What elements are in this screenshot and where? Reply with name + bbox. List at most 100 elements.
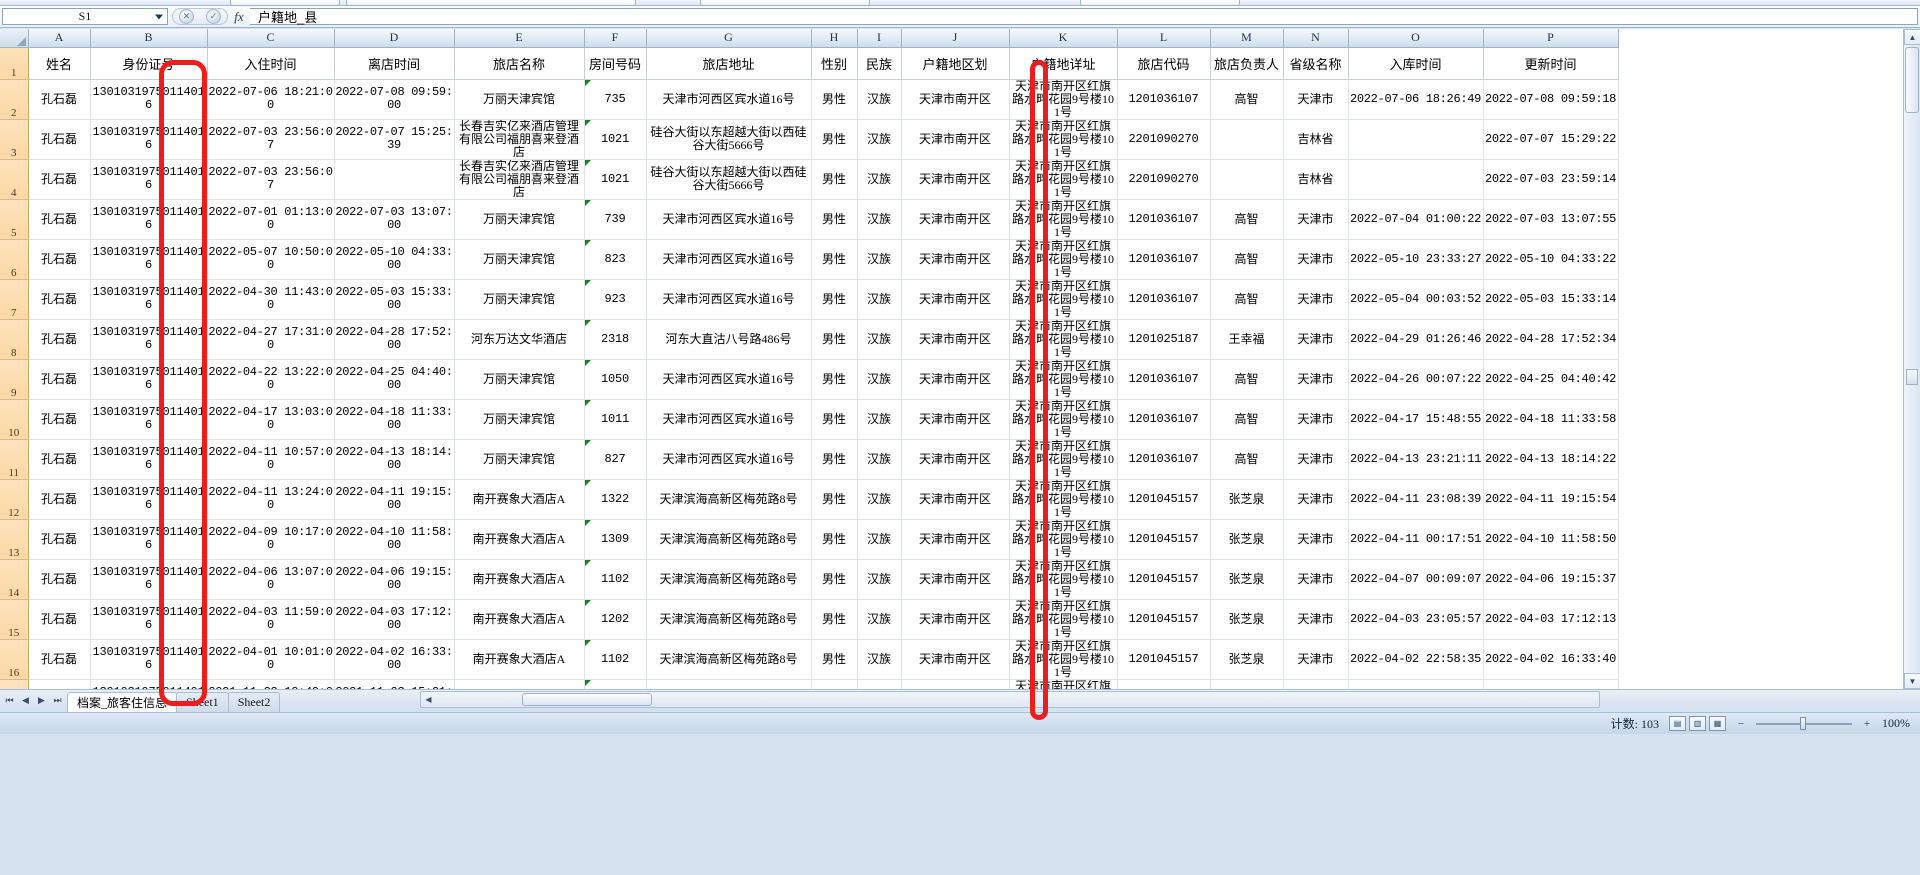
- column-header-J[interactable]: J: [901, 29, 1010, 48]
- cell-G4[interactable]: 硅谷大街以东超越大街以西硅谷大街5666号: [646, 159, 812, 200]
- cell-K15[interactable]: 天津市南开区红旗路水畔花园9号楼101号: [1009, 599, 1118, 640]
- table-row[interactable]: 12 孔石磊 13010319750114016 2022-04-11 13:24:0…: [0, 479, 1619, 520]
- cell-J2[interactable]: 天津市南开区: [901, 79, 1010, 120]
- cell-B6[interactable]: 13010319750114016: [90, 239, 208, 280]
- cell-J7[interactable]: 天津市南开区: [901, 279, 1010, 320]
- cell-H2[interactable]: 男性: [811, 79, 858, 120]
- cell-B12[interactable]: 13010319750114016: [90, 479, 208, 520]
- column-header-L[interactable]: L: [1117, 29, 1211, 48]
- cell-A8[interactable]: 孔石磊: [28, 319, 91, 360]
- cell-N4[interactable]: 吉林省: [1283, 159, 1349, 200]
- cell-B17[interactable]: 13010319750114016: [90, 679, 208, 689]
- cell-P2[interactable]: 2022-07-08 09:59:18: [1483, 79, 1619, 120]
- cell-F15[interactable]: 1202: [584, 599, 647, 640]
- cell-G14[interactable]: 天津滨海高新区梅苑路8号: [646, 559, 812, 600]
- cell-M17[interactable]: 刘玉: [1210, 679, 1284, 689]
- cell-N10[interactable]: 天津市: [1283, 399, 1349, 440]
- cell-F4[interactable]: 1021: [584, 159, 647, 200]
- page-break-view-icon[interactable]: ▦: [1709, 716, 1726, 731]
- cell-B14[interactable]: 13010319750114016: [90, 559, 208, 600]
- cell-A3[interactable]: 孔石磊: [28, 119, 91, 160]
- cell-E17[interactable]: 高新区全季酒店华苑店: [454, 679, 585, 689]
- row-header-14[interactable]: 14: [0, 559, 29, 600]
- cell-I3[interactable]: 汉族: [857, 119, 902, 160]
- cell-I2[interactable]: 汉族: [857, 79, 902, 120]
- cell-O12[interactable]: 2022-04-11 23:08:39: [1348, 479, 1484, 520]
- cell-E13[interactable]: 南开赛象大酒店A: [454, 519, 585, 560]
- cell-O5[interactable]: 2022-07-04 01:00:22: [1348, 199, 1484, 240]
- cell-C5[interactable]: 2022-07-01 01:13:00: [207, 199, 335, 240]
- cell-C12[interactable]: 2022-04-11 13:24:00: [207, 479, 335, 520]
- table-row[interactable]: 14 孔石磊 13010319750114016 2022-04-06 13:07:0…: [0, 559, 1619, 600]
- row-header-3[interactable]: 3: [0, 119, 29, 160]
- row-header-6[interactable]: 6: [0, 239, 29, 280]
- cell-O4[interactable]: [1348, 159, 1484, 200]
- cell-N8[interactable]: 天津市: [1283, 319, 1349, 360]
- cell-F10[interactable]: 1011: [584, 399, 647, 440]
- cell-B10[interactable]: 13010319750114016: [90, 399, 208, 440]
- table-row[interactable]: 17孔石磊130103197501140162021-11-23 12:49:0…: [0, 679, 1619, 689]
- row-header-5[interactable]: 5: [0, 199, 29, 240]
- ribbon-tab-stub-2[interactable]: [346, 0, 636, 6]
- cell-I5[interactable]: 汉族: [857, 199, 902, 240]
- column-header-K[interactable]: K: [1009, 29, 1118, 48]
- cell-I8[interactable]: 汉族: [857, 319, 902, 360]
- cell-N12[interactable]: 天津市: [1283, 479, 1349, 520]
- cell-B4[interactable]: 13010319750114016: [90, 159, 208, 200]
- cell-H12[interactable]: 男性: [811, 479, 858, 520]
- column-header-I[interactable]: I: [857, 29, 902, 48]
- cell-D11[interactable]: 2022-04-13 18:14:00: [334, 439, 455, 480]
- cell-D17[interactable]: 2021-11-23 15:21:00: [334, 679, 455, 689]
- column-header-P[interactable]: P: [1483, 29, 1619, 48]
- cell-O3[interactable]: [1348, 119, 1484, 160]
- cell-N7[interactable]: 天津市: [1283, 279, 1349, 320]
- cell-A13[interactable]: 孔石磊: [28, 519, 91, 560]
- cell-A6[interactable]: 孔石磊: [28, 239, 91, 280]
- cell-H13[interactable]: 男性: [811, 519, 858, 560]
- cell-E14[interactable]: 南开赛象大酒店A: [454, 559, 585, 600]
- cell-P5[interactable]: 2022-07-03 13:07:55: [1483, 199, 1619, 240]
- column-header-G[interactable]: G: [646, 29, 812, 48]
- table-row[interactable]: 13 孔石磊 13010319750114016 2022-04-09 10:17:0…: [0, 519, 1619, 560]
- cell-P12[interactable]: 2022-04-11 19:15:54: [1483, 479, 1619, 520]
- sheet-tab-2[interactable]: Sheet1: [176, 691, 229, 712]
- cell-G11[interactable]: 天津市河西区宾水道16号: [646, 439, 812, 480]
- cell-N16[interactable]: 天津市: [1283, 639, 1349, 680]
- cell-D5[interactable]: 2022-07-03 13:07:00: [334, 199, 455, 240]
- cell-K9[interactable]: 天津市南开区红旗路水畔花园9号楼101号: [1009, 359, 1118, 400]
- cell-G3[interactable]: 硅谷大街以东超越大街以西硅谷大街5666号: [646, 119, 812, 160]
- cell-F13[interactable]: 1309: [584, 519, 647, 560]
- cell-A15[interactable]: 孔石磊: [28, 599, 91, 640]
- row-header-9[interactable]: 9: [0, 359, 29, 400]
- cell-J13[interactable]: 天津市南开区: [901, 519, 1010, 560]
- cell-M16[interactable]: 张芝泉: [1210, 639, 1284, 680]
- cell-M11[interactable]: 高智: [1210, 439, 1284, 480]
- column-header-H[interactable]: H: [811, 29, 858, 48]
- cell-A11[interactable]: 孔石磊: [28, 439, 91, 480]
- cell-O15[interactable]: 2022-04-03 23:05:57: [1348, 599, 1484, 640]
- cell-M6[interactable]: 高智: [1210, 239, 1284, 280]
- cell-C16[interactable]: 2022-04-01 10:01:00: [207, 639, 335, 680]
- vertical-scrollbar[interactable]: ▲ ▼: [1903, 29, 1920, 689]
- cell-I9[interactable]: 汉族: [857, 359, 902, 400]
- cell-P4[interactable]: 2022-07-03 23:59:14: [1483, 159, 1619, 200]
- cell-E4[interactable]: 长春吉实亿来酒店管理有限公司福朋喜来登酒店: [454, 159, 585, 200]
- column-header-B[interactable]: B: [90, 29, 208, 48]
- cell-D12[interactable]: 2022-04-11 19:15:00: [334, 479, 455, 520]
- cell-K6[interactable]: 天津市南开区红旗路水畔花园9号楼101号: [1009, 239, 1118, 280]
- cell-I11[interactable]: 汉族: [857, 439, 902, 480]
- cell-G10[interactable]: 天津市河西区宾水道16号: [646, 399, 812, 440]
- cell-P11[interactable]: 2022-04-13 18:14:22: [1483, 439, 1619, 480]
- cell-J4[interactable]: 天津市南开区: [901, 159, 1010, 200]
- cell-J10[interactable]: 天津市南开区: [901, 399, 1010, 440]
- cell-O11[interactable]: 2022-04-13 23:21:11: [1348, 439, 1484, 480]
- cell-E16[interactable]: 南开赛象大酒店A: [454, 639, 585, 680]
- cell-K13[interactable]: 天津市南开区红旗路水畔花园9号楼101号: [1009, 519, 1118, 560]
- row-header-12[interactable]: 12: [0, 479, 29, 520]
- cell-C6[interactable]: 2022-05-07 10:50:00: [207, 239, 335, 280]
- cell-C17[interactable]: 2021-11-23 12:49:00: [207, 679, 335, 689]
- cell-I6[interactable]: 汉族: [857, 239, 902, 280]
- cell-K10[interactable]: 天津市南开区红旗路水畔花园9号楼101号: [1009, 399, 1118, 440]
- cell-K5[interactable]: 天津市南开区红旗路水畔花园9号楼101号: [1009, 199, 1118, 240]
- cell-M12[interactable]: 张芝泉: [1210, 479, 1284, 520]
